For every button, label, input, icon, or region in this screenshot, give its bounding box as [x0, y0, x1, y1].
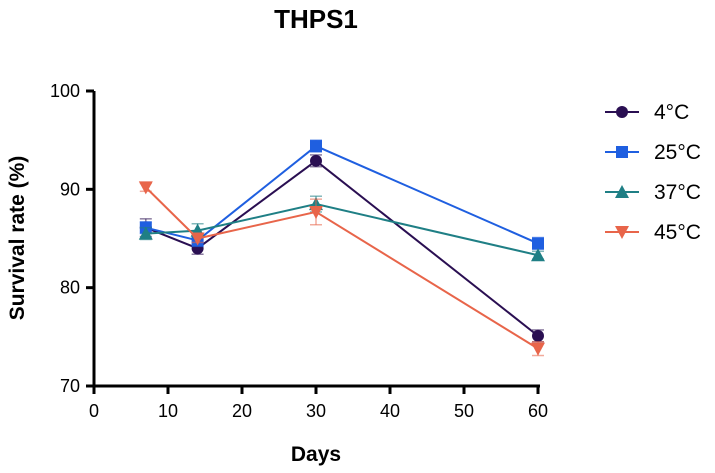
y-axis-title: Survival rate (%): [6, 156, 29, 321]
legend-marker: [616, 146, 628, 158]
data-point: [532, 329, 544, 342]
data-point: [310, 154, 322, 167]
legend: 4°C 25°C 37°C 45°C: [605, 101, 701, 244]
legend-label: 4°C: [654, 101, 689, 124]
data-point: [310, 140, 322, 153]
y-tick-label: 90: [60, 179, 80, 199]
x-tick-label: 30: [306, 401, 326, 421]
data-point: [190, 232, 205, 246]
x-tick-label: 10: [158, 401, 178, 421]
x-axis-title: Days: [291, 443, 341, 466]
series-line: [145, 203, 539, 257]
x-tick-label: 50: [454, 401, 474, 421]
data-point: [138, 181, 153, 195]
legend-item: 4°C: [605, 101, 689, 124]
data-point: [532, 237, 544, 250]
y-tick-label: 80: [60, 278, 80, 298]
x-tick-label: 0: [89, 401, 99, 421]
legend-item: 25°C: [605, 141, 701, 164]
legend-marker: [615, 185, 629, 198]
legend-item: 45°C: [605, 221, 701, 244]
legend-label: 37°C: [654, 181, 701, 204]
data-point: [531, 342, 545, 356]
legend-label: 45°C: [654, 221, 701, 244]
series-line: [145, 144, 539, 245]
legend-marker: [615, 226, 629, 239]
x-tick-label: 60: [528, 401, 548, 421]
plot-area: 0 10 20 30 40 50 60 70 80 90 100: [50, 81, 548, 421]
legend-label: 25°C: [654, 141, 701, 164]
data-point: [309, 205, 323, 219]
series-0: [139, 154, 544, 343]
chart-title: THPS1: [274, 4, 358, 34]
y-tick-label: 70: [60, 376, 80, 396]
series-line: [145, 186, 539, 350]
x-tick-label: 40: [380, 401, 400, 421]
data-point: [531, 248, 545, 262]
series-line: [145, 159, 539, 337]
y-tick-label: 100: [50, 81, 80, 101]
data-point: [138, 226, 153, 240]
legend-item: 37°C: [605, 181, 701, 204]
legend-marker: [616, 106, 628, 118]
series-3: [138, 181, 545, 357]
x-tick-label: 20: [232, 401, 252, 421]
